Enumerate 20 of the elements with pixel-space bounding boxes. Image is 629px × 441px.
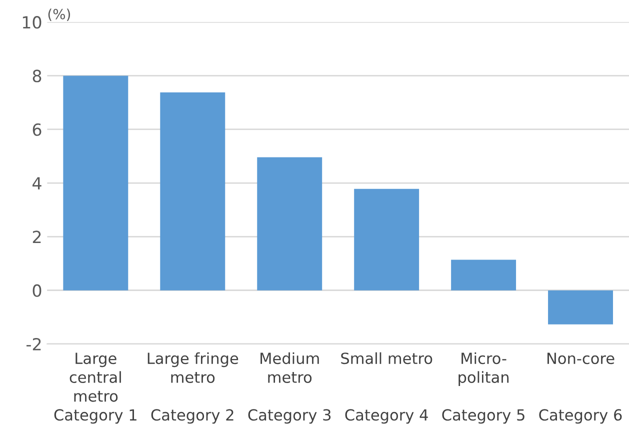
category-label: Non-core Category 6 (539, 352, 622, 424)
category-label: Micro- politan Category 5 (442, 352, 524, 424)
y-tick-label: 6 (32, 123, 42, 136)
category-label: Small metro Category 4 (341, 352, 432, 424)
bar (63, 76, 128, 290)
y-axis-title: (%) (48, 8, 70, 21)
y-tick-label: 8 (32, 70, 42, 82)
bar (354, 188, 420, 290)
y-tick-label: 2 (32, 230, 41, 243)
y-tick-label: 4 (32, 177, 42, 190)
category-label: Large fringe metro Category 2 (148, 352, 238, 424)
bar (160, 92, 226, 290)
bar (451, 260, 516, 290)
category-label: Medium metro Category 3 (248, 352, 331, 424)
bar (257, 157, 322, 290)
y-tick-label: 0 (32, 284, 42, 297)
y-tick-label: 10 (22, 16, 42, 29)
y-tick-label: -2 (26, 338, 41, 350)
x-tick-label: Large central metro Category 1 (54, 352, 136, 424)
bar (548, 290, 613, 324)
